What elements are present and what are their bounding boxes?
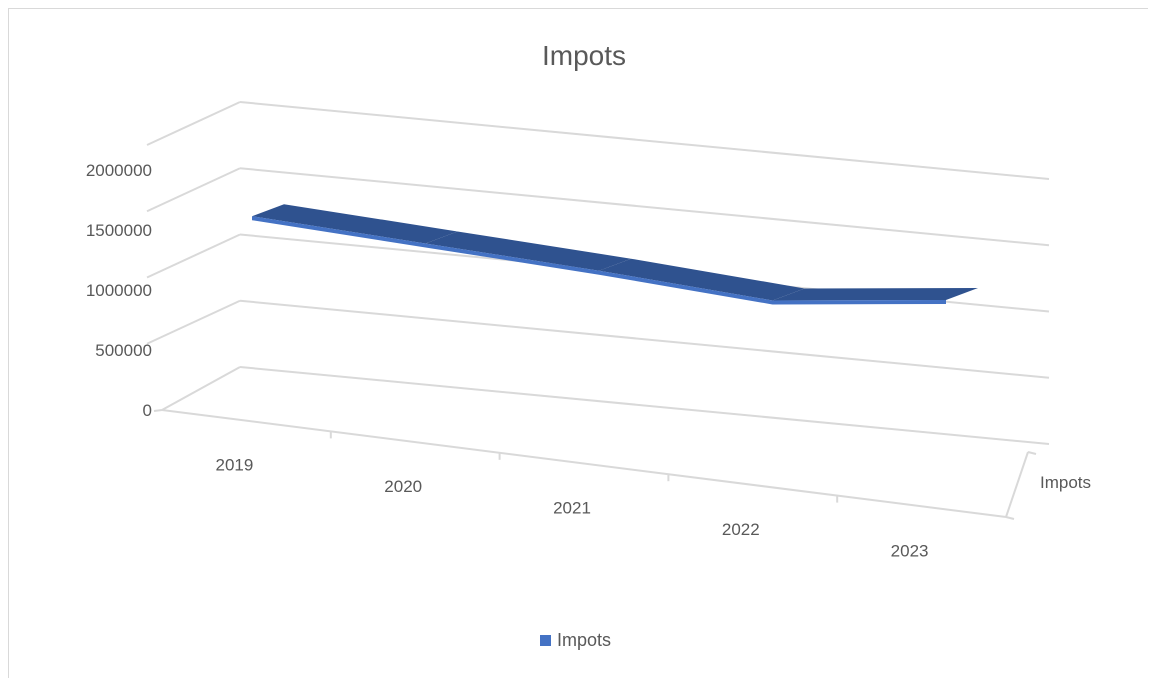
category-label: 2021 [553, 499, 591, 518]
y-tick-label: 1500000 [86, 221, 152, 240]
axis-labels: 0 500000 1000000 1500000 2000000 2019 2020 2021… [86, 161, 1091, 560]
floor-back-edge [239, 366, 1050, 445]
gridline-side [146, 167, 241, 213]
series-segment-front [252, 216, 426, 248]
depth-tick [1027, 451, 1037, 455]
depth-axis-label: Impots [1040, 473, 1091, 492]
series-segment-front [599, 270, 773, 305]
series-ribbon [252, 204, 978, 305]
y-tick-label: 2000000 [86, 161, 152, 180]
y-tick-label: 500000 [95, 341, 152, 360]
y-tick [153, 409, 163, 412]
chart-frame [8, 8, 1148, 678]
series-segment-front [425, 243, 599, 275]
gridline-back [239, 167, 1050, 247]
series-segment-top [425, 231, 631, 271]
category-label: 2023 [891, 541, 929, 560]
axes [153, 366, 1050, 520]
gridline-side [146, 299, 241, 345]
y-tick-label: 0 [143, 401, 152, 420]
category-label: 2019 [215, 456, 253, 475]
chart-title: Impots [542, 40, 626, 71]
depth-tick [1005, 516, 1015, 520]
gridline-back [239, 299, 1050, 379]
gridline-back [239, 101, 1050, 180]
legend-swatch [539, 635, 551, 646]
category-label: 2022 [722, 520, 760, 539]
series-segment-top [252, 204, 458, 244]
depth-axis [1005, 451, 1029, 518]
series-segment-top [772, 288, 978, 301]
legend-label: Impots [556, 630, 612, 650]
floor-front-edge [161, 409, 1007, 518]
y-tick-label: 1000000 [86, 281, 152, 300]
category-label: 2020 [384, 477, 422, 496]
series-segment-front [772, 300, 946, 305]
series-segment-top [599, 258, 805, 301]
gridline-side [146, 233, 241, 279]
floor-left-edge [161, 366, 241, 411]
legend: Impots [0, 630, 1151, 651]
gridline-side [146, 101, 241, 146]
gridlines [146, 101, 1050, 379]
